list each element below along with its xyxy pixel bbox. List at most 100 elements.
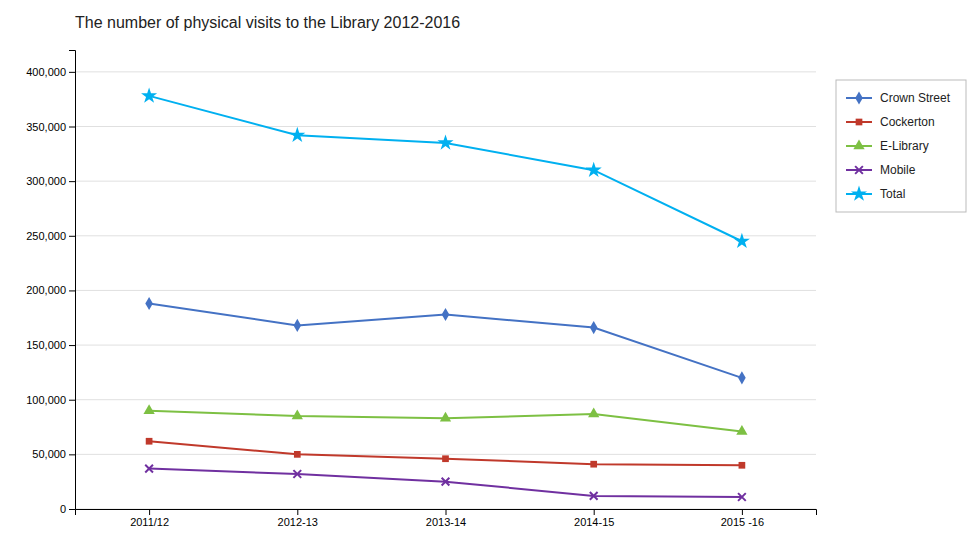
grid-line xyxy=(75,126,816,127)
y-axis: 0 50,000 100,000 150,000 200,000 250,000 300,0… xyxy=(26,51,75,516)
y-tick: 150,000 xyxy=(26,339,75,351)
legend-label: Total xyxy=(880,187,905,201)
point xyxy=(586,162,602,177)
x-tick-mark xyxy=(297,509,298,515)
marks xyxy=(141,87,750,500)
x-axis: 2011/12 2012-13 2013-14 2014-15 2015 -16 xyxy=(76,509,817,528)
x-tick-mark xyxy=(149,509,150,515)
x-axis-line xyxy=(76,510,817,516)
legend-label: E-Library xyxy=(880,139,929,153)
point xyxy=(734,233,750,248)
y-tick: 100,000 xyxy=(26,394,75,406)
grid xyxy=(75,72,816,509)
point xyxy=(440,412,451,422)
y-tick-label: 400,000 xyxy=(26,66,66,78)
point xyxy=(738,371,746,384)
legend-item: Crown Street xyxy=(846,91,951,105)
y-tick-mark xyxy=(69,345,75,346)
y-tick-label: 150,000 xyxy=(26,339,66,351)
x-tick-mark xyxy=(446,509,447,515)
point xyxy=(293,470,301,478)
y-tick: 400,000 xyxy=(26,66,75,78)
y-tick-mark xyxy=(69,181,75,182)
y-tick: 350,000 xyxy=(26,121,75,133)
point xyxy=(143,404,154,414)
x-tick: 2013-14 xyxy=(426,509,466,528)
point xyxy=(588,407,599,417)
x-tick-label: 2014-15 xyxy=(574,516,614,528)
y-tick-mark xyxy=(69,454,75,455)
series-line xyxy=(149,411,742,432)
y-tick: 50,000 xyxy=(32,448,75,460)
y-axis-line xyxy=(69,51,76,510)
grid-line xyxy=(75,235,816,236)
x-tick-mark xyxy=(742,509,743,515)
y-tick-mark xyxy=(69,400,75,401)
x-tick-label: 2012-13 xyxy=(278,516,318,528)
point xyxy=(294,451,301,458)
legend-label: Crown Street xyxy=(880,91,951,105)
series-line xyxy=(149,469,742,497)
grid-line xyxy=(75,290,816,291)
legend-frame xyxy=(836,80,966,212)
legend-symbol xyxy=(851,186,867,201)
x-tick: 2014-15 xyxy=(574,509,614,528)
legend-label: Mobile xyxy=(880,163,916,177)
x-tick: 2011/12 xyxy=(130,509,169,528)
x-tick-mark xyxy=(594,509,595,515)
y-tick-label: 100,000 xyxy=(26,394,66,406)
y-tick-label: 200,000 xyxy=(26,284,66,296)
point xyxy=(145,297,153,310)
point xyxy=(289,127,305,142)
point xyxy=(442,455,449,462)
y-tick-label: 50,000 xyxy=(32,448,66,460)
grid-line xyxy=(75,181,816,182)
grid-line xyxy=(75,71,816,72)
y-tick: 300,000 xyxy=(26,175,75,187)
point xyxy=(146,438,153,445)
legend-symbol xyxy=(855,91,863,104)
point xyxy=(141,87,157,102)
legend: Crown Street Cockerton E-Library Mobile Tota… xyxy=(836,80,966,212)
y-tick: 0 xyxy=(60,503,75,515)
grid-line xyxy=(75,454,816,455)
grid-line xyxy=(75,399,816,400)
x-tick: 2015 -16 xyxy=(721,509,764,528)
x-tick: 2012-13 xyxy=(278,509,318,528)
x-tick-label: 2011/12 xyxy=(130,516,169,528)
y-tick: 200,000 xyxy=(26,284,75,296)
legend-label: Cockerton xyxy=(880,115,935,129)
point xyxy=(442,308,450,321)
legend-item: E-Library xyxy=(846,139,929,153)
legend-symbol xyxy=(856,119,863,126)
point xyxy=(590,321,598,334)
y-tick-mark xyxy=(69,127,75,128)
point xyxy=(437,134,453,149)
x-tick-label: 2015 -16 xyxy=(721,516,764,528)
series-line xyxy=(149,304,742,378)
title: The number of physical visits to the Lib… xyxy=(75,14,460,31)
legend-item: Total xyxy=(846,186,905,202)
legend-symbol xyxy=(855,166,863,174)
y-tick: 250,000 xyxy=(26,230,75,242)
legend-symbol xyxy=(853,139,864,149)
x-tick-label: 2013-14 xyxy=(426,516,466,528)
chart: The number of physical visits to the Lib… xyxy=(0,0,976,549)
y-tick-label: 0 xyxy=(60,503,66,515)
y-tick-mark xyxy=(69,236,75,237)
y-tick-label: 250,000 xyxy=(26,230,66,242)
point xyxy=(442,478,450,486)
grid-line xyxy=(75,345,816,346)
y-tick-label: 350,000 xyxy=(26,121,66,133)
plot: 0 50,000 100,000 150,000 200,000 250,000 300,0… xyxy=(26,51,816,528)
y-tick-label: 300,000 xyxy=(26,175,66,187)
point xyxy=(738,493,746,501)
y-tick-mark xyxy=(69,290,75,291)
y-tick-mark xyxy=(69,72,75,73)
legend-item: Mobile xyxy=(846,163,916,177)
point xyxy=(590,492,598,500)
y-tick-mark xyxy=(69,509,75,510)
point xyxy=(590,461,597,468)
series-line xyxy=(149,96,742,241)
legend-item: Cockerton xyxy=(846,115,935,129)
